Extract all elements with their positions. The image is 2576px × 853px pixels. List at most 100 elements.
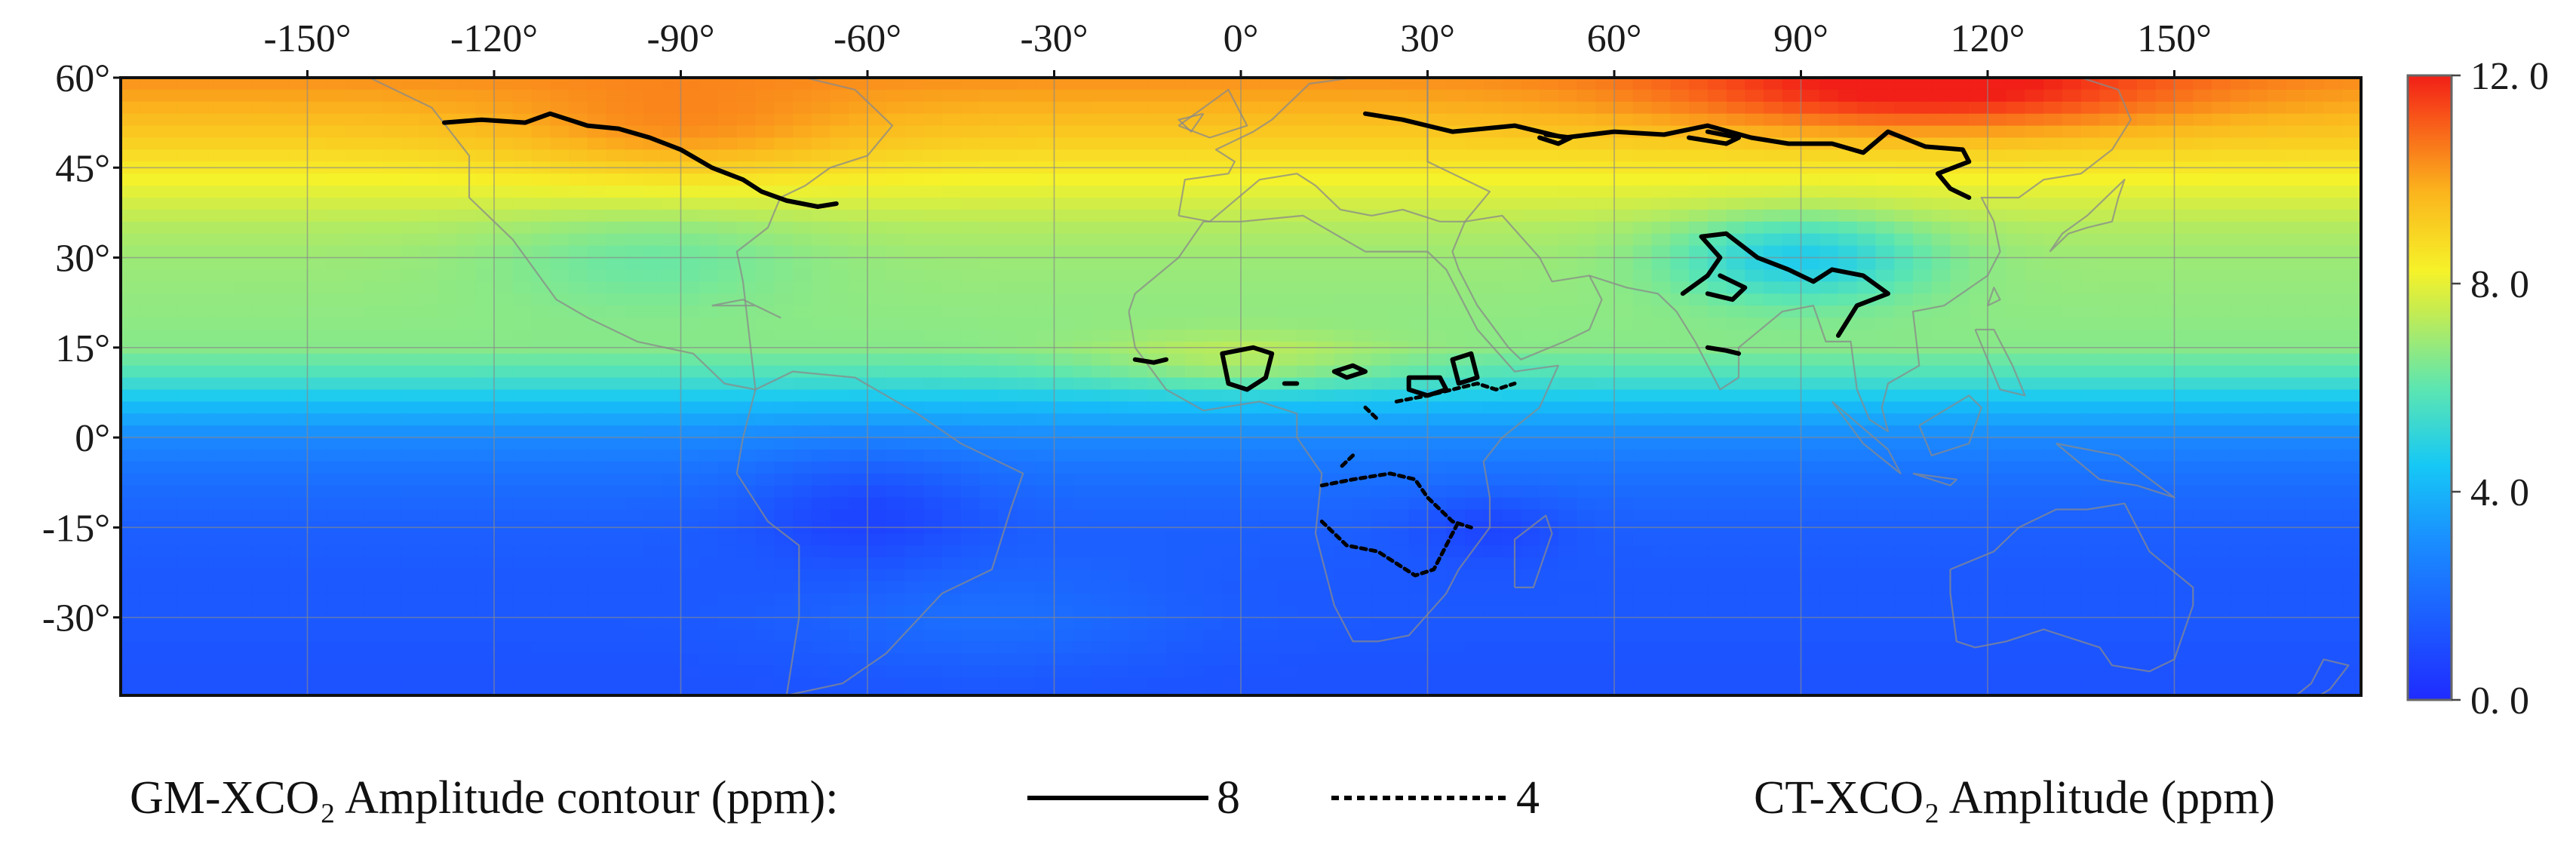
heatmap-cell [886,257,906,271]
heatmap-cell [1054,198,1074,210]
heatmap-cell [1390,293,1410,306]
heatmap-cell [382,281,402,294]
heatmap-cell [2006,89,2026,103]
heatmap-cell [960,101,981,115]
heatmap-cell [1913,318,1933,330]
heatmap-cell [1147,485,1167,499]
heatmap-cell [1764,245,1783,259]
heatmap-cell [1670,485,1690,499]
heatmap-cell [2230,545,2250,558]
heatmap-cell [1427,113,1448,127]
heatmap-cell [1782,221,1802,235]
heatmap-cell [1352,497,1373,511]
heatmap-cell [1166,305,1186,318]
heatmap-cell [1278,365,1298,379]
heatmap-cell [475,401,495,415]
heatmap-cell [1297,509,1316,523]
heatmap-cell [1203,473,1224,486]
heatmap-cell [1950,89,1970,103]
heatmap-cell [550,209,570,222]
heatmap-cell [718,198,738,210]
heatmap-cell [158,281,178,294]
heatmap-cell [2174,509,2194,523]
heatmap-cell [1297,101,1316,115]
heatmap-cell [288,461,309,474]
heatmap-cell [550,257,570,271]
heatmap-cell [718,318,738,330]
heatmap-cell [1035,377,1055,391]
heatmap-cell [550,365,570,379]
heatmap-cell [1427,186,1448,198]
heatmap-cell [307,137,327,151]
heatmap-cell [382,101,402,115]
heatmap-cell [2212,389,2231,403]
heatmap-cell [251,221,271,235]
heatmap-cell [699,221,719,235]
heatmap-cell [139,257,159,271]
heatmap-cell [960,113,981,127]
heatmap-cell [1073,533,1092,546]
heatmap-cell [2249,281,2269,294]
heatmap-cell [811,461,831,474]
heatmap-cell [1726,437,1746,450]
heatmap-cell [718,78,738,91]
heatmap-cell [1931,198,1951,210]
heatmap-cell [1595,173,1615,186]
heatmap-cell [998,209,1018,222]
heatmap-cell [1222,186,1242,198]
heatmap-cell [960,186,981,198]
heatmap-cell [1222,173,1242,186]
heatmap-cell [232,305,253,318]
heatmap-cell [1819,473,1839,486]
heatmap-cell [288,497,309,511]
heatmap-cell [1540,186,1559,198]
heatmap-cell [177,257,196,271]
heatmap-cell [475,330,495,342]
heatmap-cell [512,557,533,570]
heatmap-cell [1091,233,1111,247]
heatmap-cell [2043,557,2063,570]
heatmap-cell [1054,497,1074,511]
heatmap-cell [494,186,514,198]
heatmap-cell [1297,389,1316,403]
heatmap-cell [643,473,663,486]
heatmap-cell [2193,233,2212,247]
heatmap-cell [1408,233,1429,247]
heatmap-cell [2080,485,2101,499]
heatmap-cell [1035,473,1055,486]
heatmap-cell [699,233,719,247]
heatmap-cell [587,245,607,259]
heatmap-cell [1297,485,1316,499]
heatmap-cell [1614,425,1634,438]
heatmap-cell [1502,233,1522,247]
heatmap-cell [2267,245,2287,259]
heatmap-cell [1632,78,1653,91]
heatmap-cell [1595,78,1615,91]
heatmap-cell [232,89,253,103]
heatmap-cell [307,497,327,511]
heatmap-cell [811,377,831,391]
heatmap-cell [1017,533,1036,546]
heatmap-cell [1540,389,1559,403]
heatmap-cell [1595,137,1615,151]
heatmap-cell [2286,557,2306,570]
heatmap-cell [2193,281,2212,294]
heatmap-cell [1595,186,1615,198]
heatmap-cell [307,425,327,438]
heatmap-cell [531,401,551,415]
heatmap-cell [2062,113,2082,127]
heatmap-cell [1875,186,1896,198]
heatmap-cell [1241,186,1260,198]
heatmap-cell [382,198,402,210]
heatmap-cell [886,569,906,582]
heatmap-cell [2267,137,2287,151]
heatmap-cell [438,533,458,546]
heatmap-cell [1856,89,1877,103]
heatmap-cell [2118,557,2138,570]
heatmap-cell [1875,557,1896,570]
heatmap-cell [2099,198,2120,210]
heatmap-cell [2099,497,2120,511]
heatmap-cell [2099,113,2120,127]
heatmap-cell [1931,557,1951,570]
